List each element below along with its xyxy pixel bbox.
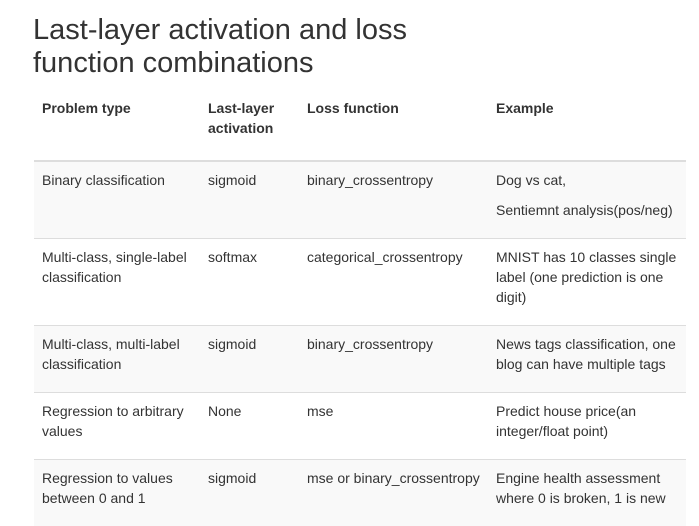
cell-activation: None (200, 393, 299, 460)
cell-example: Predict house price(an integer/float poi… (488, 393, 686, 460)
cell-example: Engine health assessment where 0 is brok… (488, 460, 686, 526)
cell-activation: sigmoid (200, 326, 299, 393)
cell-problem-type: Multi-class, multi-label classification (34, 326, 200, 393)
cell-problem-type: Regression to arbitrary values (34, 393, 200, 460)
table-header: Problem type Last-layer activation Loss … (34, 90, 686, 161)
activation-loss-table: Problem type Last-layer activation Loss … (34, 90, 686, 526)
page-title: Last-layer activation and loss function … (33, 14, 493, 80)
header-problem-type: Problem type (34, 90, 200, 161)
example-line: Sentiemnt analysis(pos/neg) (496, 200, 680, 220)
header-row: Problem type Last-layer activation Loss … (34, 90, 686, 161)
cell-loss-function: binary_crossentropy (299, 161, 488, 239)
cell-example: MNIST has 10 classes single label (one p… (488, 239, 686, 326)
cell-activation: sigmoid (200, 460, 299, 526)
table-row: Binary classification sigmoid binary_cro… (34, 161, 686, 239)
header-loss-function: Loss function (299, 90, 488, 161)
cell-loss-function: mse or binary_crossentropy (299, 460, 488, 526)
cell-problem-type: Regression to values between 0 and 1 (34, 460, 200, 526)
table-row: Multi-class, multi-label classification … (34, 326, 686, 393)
cell-loss-function: binary_crossentropy (299, 326, 488, 393)
cell-example: News tags classification, one blog can h… (488, 326, 686, 393)
header-example: Example (488, 90, 686, 161)
cell-example: Dog vs cat, Sentiemnt analysis(pos/neg) (488, 161, 686, 239)
cell-problem-type: Binary classification (34, 161, 200, 239)
example-line: MNIST has 10 classes single label (one p… (496, 247, 680, 307)
header-last-layer-activation: Last-layer activation (200, 90, 299, 161)
cell-activation: sigmoid (200, 161, 299, 239)
cell-loss-function: mse (299, 393, 488, 460)
table-row: Regression to arbitrary values None mse … (34, 393, 686, 460)
example-line: News tags classification, one blog can h… (496, 334, 680, 374)
table-row: Regression to values between 0 and 1 sig… (34, 460, 686, 526)
table-row: Multi-class, single-label classification… (34, 239, 686, 326)
example-line: Predict house price(an integer/float poi… (496, 401, 680, 441)
cell-loss-function: categorical_crossentropy (299, 239, 488, 326)
cell-problem-type: Multi-class, single-label classification (34, 239, 200, 326)
cell-activation: softmax (200, 239, 299, 326)
table-body: Binary classification sigmoid binary_cro… (34, 161, 686, 526)
example-line: Engine health assessment where 0 is brok… (496, 468, 680, 508)
example-line: Dog vs cat, (496, 170, 680, 190)
